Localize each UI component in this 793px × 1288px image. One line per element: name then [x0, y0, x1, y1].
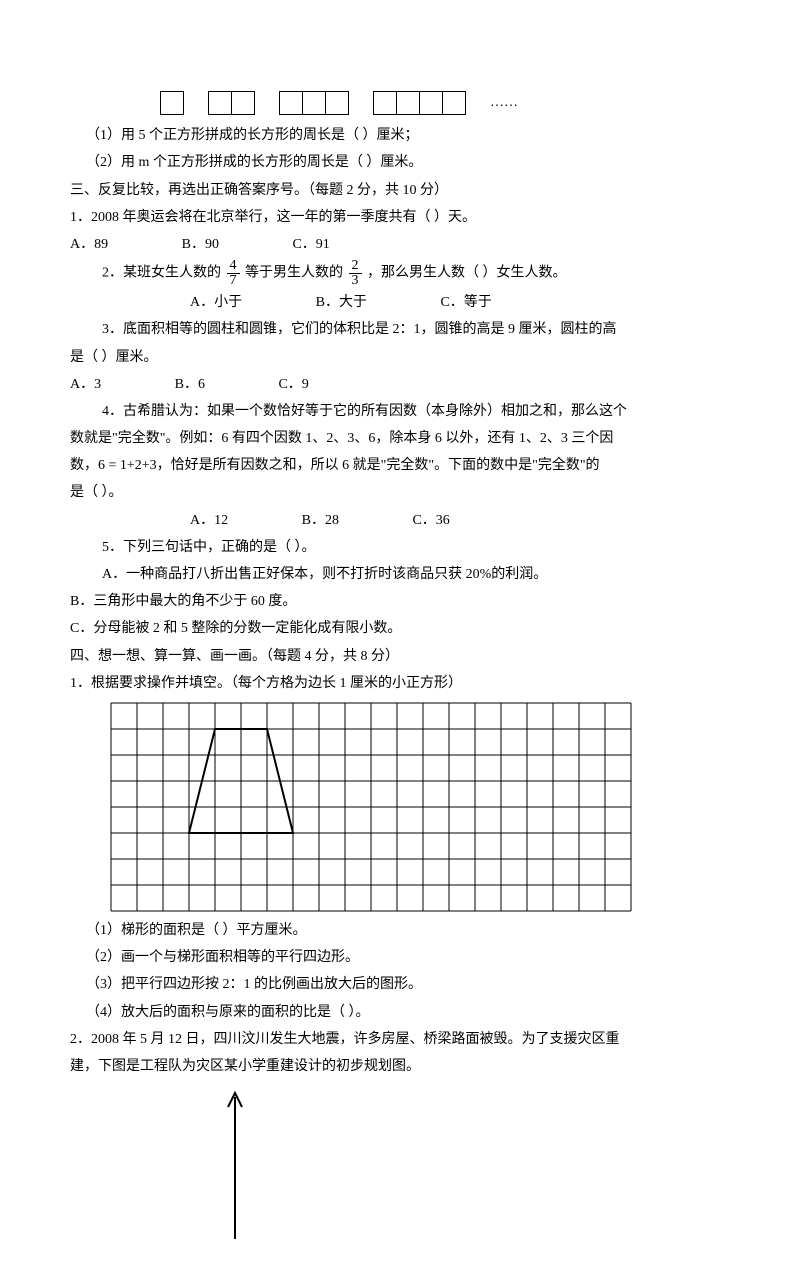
q5-opt-a: A．一种商品打八折出售正好保本，则不打折时该商品只获 20%的利润。: [102, 562, 723, 587]
square-group-3: [279, 91, 349, 115]
q2-post: ，那么男生人数（ ）女生人数。: [367, 266, 567, 281]
q2-options: A．小于 B．大于 C．等于: [190, 290, 723, 315]
pre-q-line1: （1）用 5 个正方形拼成的长方形的周长是（ ）厘米；: [86, 123, 723, 148]
s4-q1: 1．根据要求操作并填空。（每个方格为边长 1 厘米的小正方形）: [70, 671, 723, 696]
fraction-4-7: 47: [227, 259, 240, 288]
grid-figure: [110, 702, 723, 912]
q1-opt-a: A．89: [70, 232, 108, 257]
q3-opt-a: A．3: [70, 372, 101, 397]
q1-opt-c: C．91: [292, 232, 329, 257]
section3-title: 三、反复比较，再选出正确答案序号。（每题 2 分，共 10 分）: [70, 178, 723, 203]
grid-svg: [110, 702, 632, 912]
square-group-4: [373, 91, 466, 115]
q2-mid: 等于男生人数的: [245, 266, 343, 281]
q5-text: 5．下列三句话中，正确的是（ ）。: [102, 535, 723, 560]
q1-text: 1．2008 年奥运会将在北京举行，这一年的第一季度共有（ ）天。: [70, 205, 723, 230]
s4-q2b: 建，下图是工程队为灾区某小学重建设计的初步规划图。: [70, 1054, 723, 1079]
q4-line-c: 数，6 = 1+2+3，恰好是所有因数之和，所以 6 就是"完全数"。下面的数中…: [70, 453, 723, 478]
pre-q-line2: （2）用 m 个正方形拼成的长方形的周长是（ ）厘米。: [86, 150, 723, 175]
q3-options: A．3 B．6 C．9: [70, 372, 723, 397]
square-group-2: [208, 91, 255, 115]
q2-opt-c: C．等于: [440, 290, 491, 315]
north-arrow: [220, 1089, 723, 1248]
q3-opt-c: C．9: [278, 372, 308, 397]
squares-diagram: ……: [160, 90, 723, 115]
q4-opt-b: B．28: [302, 508, 339, 533]
q3-text-b: 是（ ）厘米。: [70, 345, 723, 370]
q4-line-a: 4．古希腊认为：如果一个数恰好等于它的所有因数（本身除外）相加之和，那么这个: [102, 399, 723, 424]
q2-opt-b: B．大于: [316, 290, 367, 315]
arrow-svg: [220, 1089, 250, 1239]
q4-options: A．12 B．28 C．36: [190, 508, 723, 533]
q5-opt-b: B．三角形中最大的角不少于 60 度。: [70, 589, 723, 614]
q4-line-d: 是（ ）。: [70, 480, 723, 505]
q2-pre: 2．某班女生人数的: [102, 266, 221, 281]
q4-opt-a: A．12: [190, 508, 228, 533]
q1-options: A．89 B．90 C．91: [70, 232, 723, 257]
q4-opt-c: C．36: [412, 508, 449, 533]
q3-text: 3．底面积相等的圆柱和圆锥，它们的体积比是 2：1，圆锥的高是 9 厘米，圆柱的…: [102, 317, 723, 342]
s4-sub1: （1）梯形的面积是（ ）平方厘米。: [86, 918, 723, 943]
q2-text: 2．某班女生人数的 47 等于男生人数的 23 ，那么男生人数（ ）女生人数。: [102, 259, 723, 288]
q5-opt-c: C．分母能被 2 和 5 整除的分数一定能化成有限小数。: [70, 616, 723, 641]
s4-sub2: （2）画一个与梯形面积相等的平行四边形。: [86, 945, 723, 970]
q4-line-b: 数就是"完全数"。例如：6 有四个因数 1、2、3、6，除本身 6 以外，还有 …: [70, 426, 723, 451]
q2-opt-a: A．小于: [190, 290, 242, 315]
fraction-2-3: 23: [349, 259, 362, 288]
q1-opt-b: B．90: [182, 232, 219, 257]
s4-sub3: （3）把平行四边形按 2：1 的比例画出放大后的图形。: [86, 972, 723, 997]
ellipsis: ……: [490, 90, 518, 115]
s4-q2a: 2．2008 年 5 月 12 日，四川汶川发生大地震，许多房屋、桥梁路面被毁。…: [70, 1027, 723, 1052]
q3-opt-b: B．6: [175, 372, 205, 397]
s4-sub4: （4）放大后的面积与原来的面积的比是（ ）。: [86, 1000, 723, 1025]
square-group-1: [160, 91, 184, 115]
section4-title: 四、想一想、算一算、画一画。（每题 4 分，共 8 分）: [70, 644, 723, 669]
